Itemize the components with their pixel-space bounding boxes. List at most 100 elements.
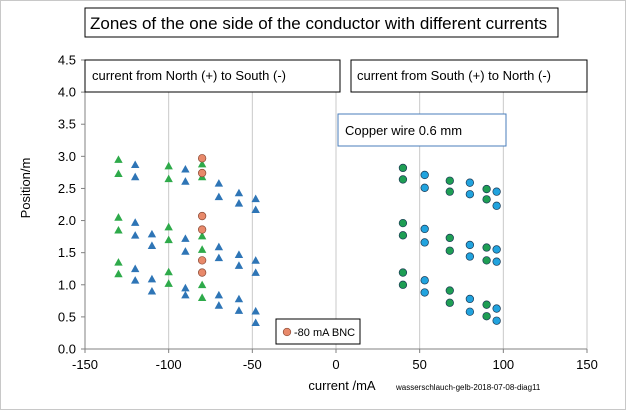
triangle-marker bbox=[164, 222, 173, 231]
triangle-marker bbox=[234, 294, 244, 303]
triangle-marker bbox=[131, 264, 140, 273]
x-tick-label: 0 bbox=[332, 357, 339, 372]
triangle-marker bbox=[164, 267, 173, 276]
circle-marker bbox=[197, 211, 207, 221]
circle-marker bbox=[445, 298, 454, 307]
circle-marker bbox=[420, 170, 429, 180]
circle-marker bbox=[492, 201, 501, 210]
circle-marker bbox=[445, 246, 454, 255]
south-north-box bbox=[350, 59, 588, 93]
axes bbox=[81, 59, 588, 353]
circle-marker bbox=[465, 240, 475, 250]
triangle-marker bbox=[131, 218, 140, 226]
triangle-marker bbox=[164, 279, 173, 287]
y-tick-labels: 0.0 0.5 1.0 1.5 2.0 2.5 3.0 3.5 4.0 4.5 bbox=[58, 53, 76, 357]
circle-marker bbox=[197, 168, 207, 178]
triangle-marker bbox=[234, 199, 244, 207]
triangle-marker bbox=[164, 161, 173, 170]
circle-marker bbox=[398, 268, 408, 277]
circle-marker bbox=[465, 252, 475, 261]
y-tick-label: 4.5 bbox=[58, 53, 76, 68]
x-tick-label: -150 bbox=[72, 357, 98, 372]
circle-marker bbox=[482, 243, 491, 252]
circle-marker bbox=[420, 276, 429, 285]
triangle-marker bbox=[251, 256, 260, 264]
triangle-marker bbox=[181, 177, 190, 185]
circle-marker bbox=[445, 286, 454, 295]
circle-marker bbox=[420, 288, 429, 297]
triangle-marker bbox=[214, 192, 224, 201]
circle-marker bbox=[492, 187, 501, 196]
triangle-marker bbox=[114, 169, 123, 178]
triangle-marker bbox=[197, 293, 207, 301]
circle-marker bbox=[197, 268, 207, 277]
triangle-marker bbox=[234, 250, 244, 258]
triangle-marker bbox=[234, 306, 244, 314]
triangle-marker bbox=[131, 276, 140, 284]
triangle-marker bbox=[214, 301, 224, 309]
legend-marker bbox=[282, 327, 292, 337]
triangle-marker bbox=[251, 306, 260, 315]
watermark-text: wasserschlauch-gelb-2018-07-08-diag11 bbox=[395, 383, 541, 392]
circle-marker bbox=[465, 294, 475, 304]
triangle-marker bbox=[114, 155, 123, 163]
legend-label: -80 mA BNC bbox=[294, 327, 355, 339]
triangle-marker bbox=[214, 242, 224, 251]
triangle-marker bbox=[234, 261, 244, 269]
triangle-marker bbox=[147, 274, 157, 283]
chart-title: Zones of the one side of the conductor w… bbox=[90, 14, 547, 33]
triangle-marker bbox=[181, 283, 190, 292]
wire-box bbox=[337, 113, 507, 147]
y-tick-label: 3.0 bbox=[58, 149, 76, 164]
triangle-marker bbox=[181, 290, 190, 299]
circle-marker bbox=[398, 231, 408, 240]
circle-marker bbox=[197, 256, 207, 265]
triangle-marker bbox=[197, 231, 207, 240]
circle-marker bbox=[398, 175, 408, 184]
y-tick-label: 2.0 bbox=[58, 213, 76, 228]
triangle-marker bbox=[131, 172, 140, 181]
circle-marker bbox=[197, 225, 207, 234]
triangle-marker bbox=[131, 160, 140, 169]
y-tick-label: 1.5 bbox=[58, 245, 76, 260]
triangle-marker bbox=[131, 231, 140, 239]
circle-marker bbox=[482, 300, 491, 309]
circle-marker bbox=[482, 195, 491, 204]
data-points bbox=[114, 154, 501, 327]
circle-marker bbox=[465, 190, 475, 199]
circle-marker bbox=[197, 154, 207, 163]
triangle-marker bbox=[251, 318, 260, 327]
triangle-marker bbox=[147, 287, 157, 295]
triangle-marker bbox=[214, 290, 224, 299]
triangle-marker bbox=[251, 205, 260, 213]
triangle-marker bbox=[197, 245, 207, 253]
circle-marker bbox=[492, 304, 501, 313]
y-tick-label: 0.0 bbox=[58, 342, 76, 357]
circle-marker bbox=[445, 176, 454, 185]
grid-lines bbox=[168, 60, 588, 349]
triangle-marker bbox=[251, 268, 260, 276]
north-south-label: current from North (+) to South (-) bbox=[92, 68, 286, 83]
circle-marker bbox=[482, 256, 491, 265]
x-tick-label: 150 bbox=[576, 357, 598, 372]
circle-marker bbox=[420, 224, 429, 234]
circle-marker bbox=[445, 233, 454, 243]
circle-marker bbox=[492, 245, 501, 254]
x-tick-label: -100 bbox=[156, 357, 182, 372]
triangle-marker bbox=[234, 188, 244, 197]
x-tick-label: 50 bbox=[412, 357, 426, 372]
triangle-marker bbox=[181, 247, 190, 255]
circle-marker bbox=[482, 312, 491, 321]
circle-marker bbox=[420, 238, 429, 247]
south-north-label: current from South (+) to North (-) bbox=[357, 68, 551, 83]
circle-marker bbox=[420, 183, 429, 192]
triangle-marker bbox=[197, 280, 207, 289]
triangle-marker bbox=[197, 159, 207, 168]
triangle-marker bbox=[164, 174, 173, 183]
triangle-marker bbox=[164, 235, 173, 244]
circle-marker bbox=[465, 307, 475, 316]
y-tick-label: 2.5 bbox=[58, 181, 76, 196]
x-tick-label: 100 bbox=[492, 357, 514, 372]
triangle-marker bbox=[251, 194, 260, 203]
